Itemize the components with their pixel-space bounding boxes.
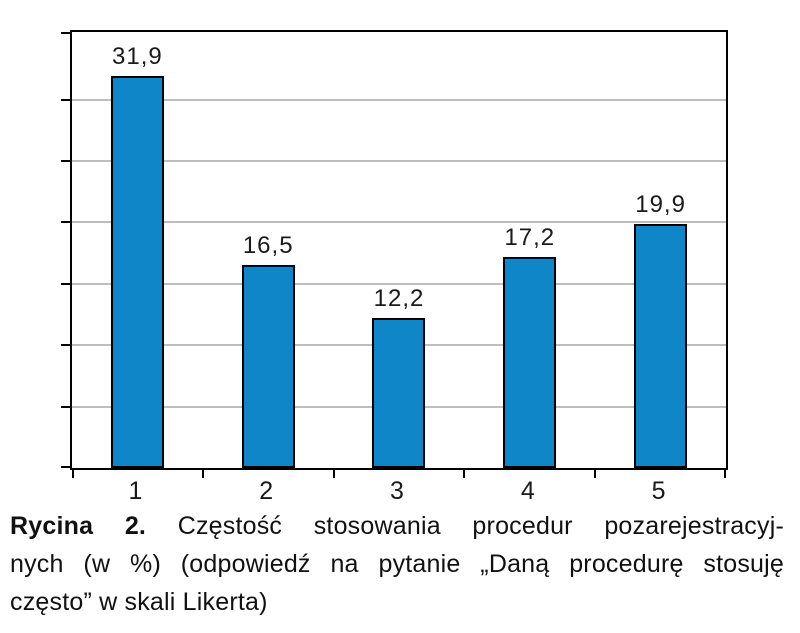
bar (503, 256, 557, 468)
y-axis-tick (61, 282, 70, 285)
bar-value-label: 16,5 (242, 232, 294, 260)
bar-slot: 17,2 (464, 32, 595, 468)
bar-value-label: 19,9 (635, 190, 686, 218)
y-axis-tick (61, 32, 70, 34)
caption-line-3: często” w skali Likerta) (10, 588, 268, 616)
x-axis-category-label: 1 (128, 477, 143, 505)
x-axis-tick (332, 470, 335, 478)
bar (634, 223, 688, 468)
x-axis-tick (72, 470, 74, 478)
caption-figure-label: Rycina 2. (10, 512, 147, 540)
gridline (72, 159, 726, 162)
caption-line-2: nych (w %) (odpowiedź na pytanie „Daną p… (10, 550, 784, 578)
bar (110, 76, 164, 468)
y-axis-tick (61, 221, 70, 224)
x-axis-tick (201, 470, 204, 478)
bar-value-label: 17,2 (504, 223, 556, 251)
bar-slot: 31,9 (72, 32, 203, 468)
x-axis-tick (594, 470, 597, 478)
x-axis-category-label: 5 (651, 477, 666, 505)
x-axis-tick (463, 470, 466, 478)
y-axis-tick (61, 405, 70, 408)
bar (372, 318, 426, 468)
gridline (72, 98, 726, 101)
plot-area: 31,9 16,5 12,2 17,2 19,9 (61, 32, 726, 478)
bar-value-label: 12,2 (373, 285, 425, 313)
y-axis-tick (61, 98, 70, 101)
x-axis-category-label: 3 (390, 477, 404, 505)
x-axis-tick (724, 470, 726, 478)
figure-caption: Rycina 2. Częstość stosowania procedur p… (10, 507, 784, 621)
x-axis-category-label: 4 (520, 477, 535, 505)
bar (241, 265, 295, 468)
x-axis-category-label: 2 (259, 477, 274, 505)
bar-chart: 31,9 16,5 12,2 17,2 19,9 (61, 30, 728, 478)
gridline (72, 221, 726, 224)
bar-slot: 19,9 (595, 32, 726, 468)
y-axis-tick (61, 159, 70, 162)
x-axis-labels: 1 2 3 4 5 (70, 477, 728, 505)
bar-value-label: 31,9 (112, 43, 163, 71)
caption-line-1: Rycina 2. Częstość stosowania procedur p… (10, 507, 784, 545)
y-axis-tick (61, 466, 70, 468)
bar-slot: 16,5 (203, 32, 334, 468)
gridline (72, 282, 726, 285)
y-axis-tick (61, 344, 70, 347)
bar-slot: 12,2 (334, 32, 465, 468)
caption-line-1-text: Częstość stosowania procedur pozarejestr… (146, 512, 784, 540)
